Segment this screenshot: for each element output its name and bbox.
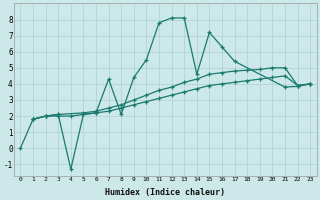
X-axis label: Humidex (Indice chaleur): Humidex (Indice chaleur) xyxy=(105,188,225,197)
